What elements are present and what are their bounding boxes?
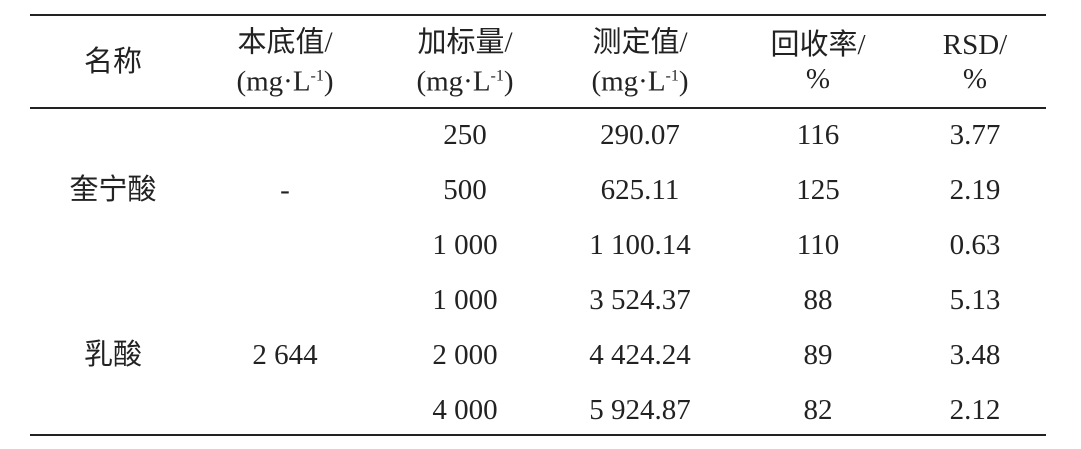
unit-text: ) bbox=[323, 65, 334, 98]
header-unit: % bbox=[805, 63, 831, 95]
table-cell: 250 bbox=[443, 119, 487, 151]
table-cell: 2 000 bbox=[432, 339, 498, 371]
header-cell: 加标量/(mg·L-1) bbox=[416, 26, 513, 99]
header-cell: 测定值/(mg·L-1) bbox=[591, 26, 688, 99]
table-cell: 1 000 bbox=[432, 229, 498, 261]
header-unit: % bbox=[962, 63, 988, 95]
header-text: 加标量/ bbox=[417, 26, 513, 59]
table-cell: 4 424.24 bbox=[589, 339, 691, 371]
table-cell: 0.63 bbox=[949, 229, 1001, 261]
table-cell: 4 000 bbox=[432, 394, 498, 426]
unit-text: (mg·L bbox=[591, 65, 666, 98]
header-unit: (mg·L-1) bbox=[416, 60, 513, 99]
compound-name: 奎宁酸 bbox=[69, 174, 157, 206]
table-cell: 1 100.14 bbox=[589, 229, 691, 261]
table-cell: 89 bbox=[803, 339, 833, 371]
table-cell: 3 524.37 bbox=[589, 284, 691, 316]
table-cell: 1 000 bbox=[432, 284, 498, 316]
unit-superscript: -1 bbox=[490, 67, 504, 85]
table-cell: 5 924.87 bbox=[589, 394, 691, 426]
table-cell: 88 bbox=[803, 284, 833, 316]
compound-name: 乳酸 bbox=[83, 339, 143, 371]
bottom-rule bbox=[30, 434, 1046, 436]
table-cell: 2.19 bbox=[949, 174, 1001, 206]
header-text: 测定值/ bbox=[592, 26, 688, 59]
top-rule bbox=[30, 14, 1046, 16]
background-value: 2 644 bbox=[252, 339, 318, 371]
header-rule bbox=[30, 107, 1046, 109]
header-unit: (mg·L-1) bbox=[236, 60, 333, 99]
table-cell: 3.48 bbox=[949, 339, 1001, 371]
table-cell: 500 bbox=[443, 174, 487, 206]
table-cell: 2.12 bbox=[949, 394, 1001, 426]
unit-text: ) bbox=[678, 65, 689, 98]
header-cell: 回收率/% bbox=[770, 28, 865, 96]
unit-text: (mg·L bbox=[236, 65, 311, 98]
header-text: RSD/ bbox=[942, 29, 1008, 61]
table-cell: 116 bbox=[796, 119, 840, 151]
table-cell: 290.07 bbox=[600, 119, 680, 151]
unit-superscript: -1 bbox=[665, 67, 679, 85]
table-cell: 125 bbox=[796, 174, 840, 206]
header-text: 本底值/ bbox=[237, 26, 333, 59]
header-text: 名称 bbox=[83, 46, 143, 78]
unit-text: ) bbox=[503, 65, 514, 98]
table-cell: 3.77 bbox=[949, 119, 1001, 151]
unit-text: (mg·L bbox=[416, 65, 491, 98]
table-cell: 82 bbox=[803, 394, 833, 426]
header-text: 回收率/ bbox=[770, 29, 866, 61]
background-value: - bbox=[280, 174, 290, 206]
table-cell: 5.13 bbox=[949, 284, 1001, 316]
table-cell: 625.11 bbox=[600, 174, 680, 206]
header-unit: (mg·L-1) bbox=[591, 60, 688, 99]
header-cell: RSD/% bbox=[943, 28, 1007, 96]
header-cell: 本底值/(mg·L-1) bbox=[236, 26, 333, 99]
table-cell: 110 bbox=[796, 229, 840, 261]
header-cell: 名称 bbox=[84, 45, 142, 79]
unit-superscript: -1 bbox=[310, 67, 324, 85]
